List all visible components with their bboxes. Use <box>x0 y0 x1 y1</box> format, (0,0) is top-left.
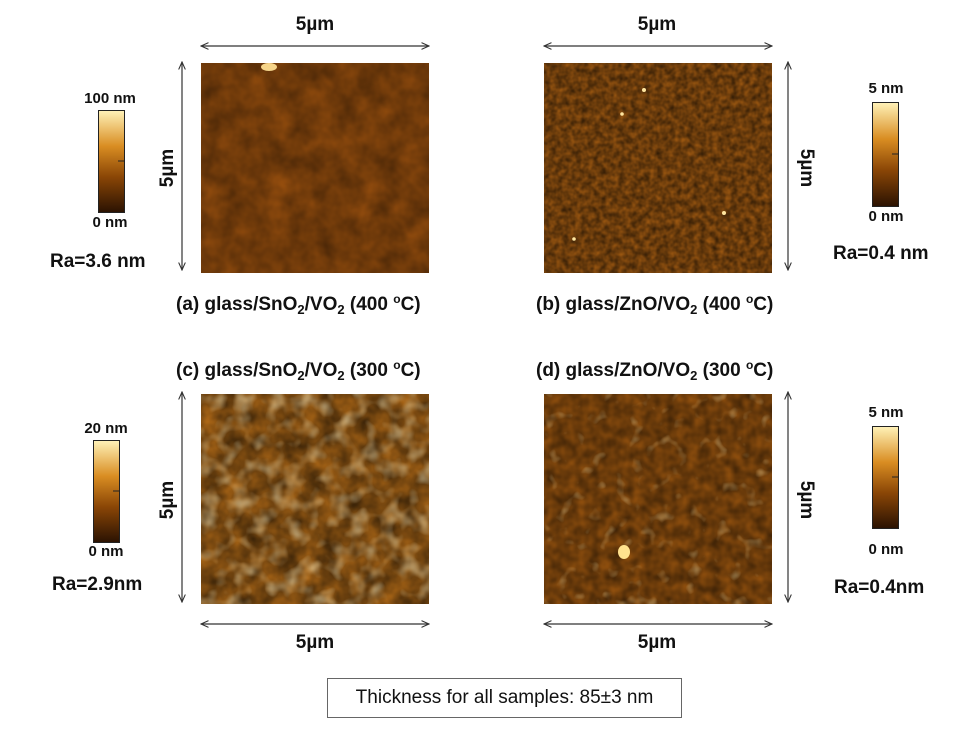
panel-b-scale-min: 0 nm <box>868 208 904 225</box>
panel-b-height-label: 5µm <box>796 148 817 188</box>
panel-d-colorbar <box>872 426 899 529</box>
panel-d-width-arrow <box>538 614 778 634</box>
panel-c-scale-max: 20 nm <box>84 420 128 437</box>
panel-a-caption: (a) glass/SnO2/VO2 (400 oC) <box>176 292 421 317</box>
panel-c-width-arrow <box>195 614 435 634</box>
panel-b-width-arrow <box>538 36 778 56</box>
panel-a-height-label: 5µm <box>157 148 178 188</box>
panel-c-scale-min: 0 nm <box>88 543 124 560</box>
panel-d-height-arrow <box>778 388 798 606</box>
panel-b-height-arrow <box>778 58 798 274</box>
panel-a-roughness: Ra=3.6 nm <box>50 251 146 272</box>
panel-b-roughness: Ra=0.4 nm <box>833 243 929 264</box>
panel-b-afm-image <box>544 63 772 273</box>
panel-a-height-arrow <box>172 58 192 274</box>
panel-c-caption: (c) glass/SnO2/VO2 (300 oC) <box>176 358 421 383</box>
panel-a-colorbar <box>98 110 125 213</box>
panel-a-width-arrow <box>195 36 435 56</box>
panel-c-colorbar <box>93 440 120 543</box>
panel-a-scale-min: 0 nm <box>92 214 128 231</box>
panel-d-roughness: Ra=0.4nm <box>834 577 925 598</box>
panel-c-height-label: 5µm <box>157 480 178 520</box>
panel-c-roughness: Ra=2.9nm <box>52 574 143 595</box>
panel-a-width-label: 5µm <box>295 14 335 35</box>
panel-a-afm-image <box>201 63 429 273</box>
panel-c-height-arrow <box>172 388 192 606</box>
panel-d-width-label: 5µm <box>637 632 677 653</box>
panel-b-caption: (b) glass/ZnO/VO2 (400 oC) <box>536 292 774 317</box>
panel-d-scale-max: 5 nm <box>868 404 904 421</box>
panel-b-scale-max: 5 nm <box>868 80 904 97</box>
panel-a-scale-max: 100 nm <box>84 90 136 107</box>
panel-d-afm-image <box>544 394 772 604</box>
panel-d-height-label: 5µm <box>796 480 817 520</box>
panel-d-scale-min: 0 nm <box>868 541 904 558</box>
panel-d-caption: (d) glass/ZnO/VO2 (300 oC) <box>536 358 774 383</box>
thickness-note: Thickness for all samples: 85±3 nm <box>327 678 682 718</box>
panel-b-colorbar <box>872 102 899 207</box>
panel-b-width-label: 5µm <box>637 14 677 35</box>
panel-c-afm-image <box>201 394 429 604</box>
panel-c-width-label: 5µm <box>295 632 335 653</box>
